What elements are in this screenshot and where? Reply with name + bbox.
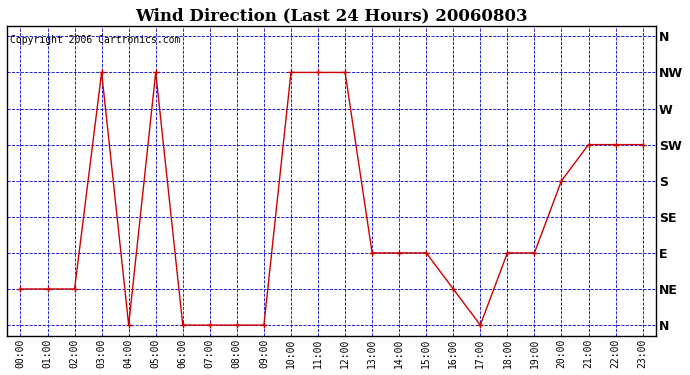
Title: Wind Direction (Last 24 Hours) 20060803: Wind Direction (Last 24 Hours) 20060803 [135,7,528,24]
Text: Copyright 2006 Cartronics.com: Copyright 2006 Cartronics.com [10,35,181,45]
